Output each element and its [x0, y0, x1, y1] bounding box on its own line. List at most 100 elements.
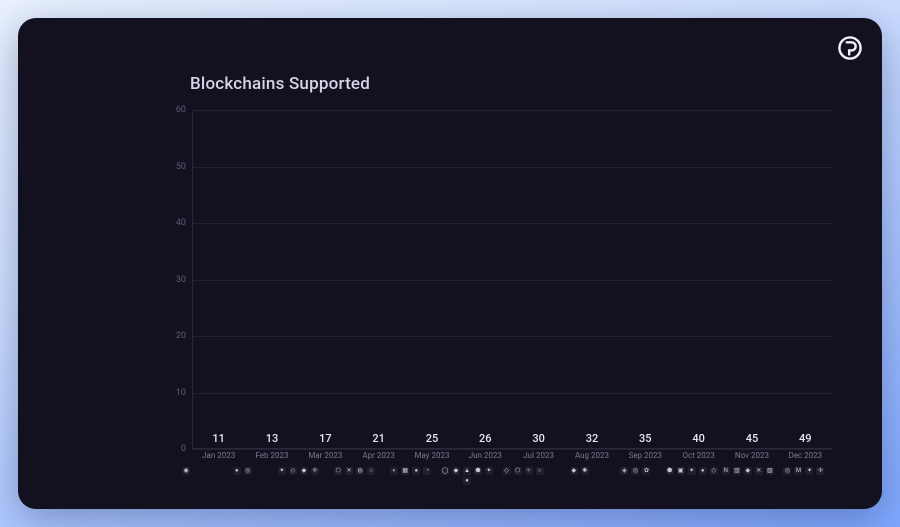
icon-cluster: ◎M✦✢	[776, 467, 832, 475]
bar-slot: 26	[459, 432, 512, 449]
blockchain-icon: ✢	[311, 467, 319, 475]
bar-value-label: 32	[586, 432, 599, 445]
icon-cluster: ✦◇◆✢	[270, 467, 326, 475]
blockchain-icon: ◆	[570, 467, 578, 475]
blockchain-icon: ◯	[441, 467, 449, 475]
blockchain-icon: ◎	[783, 467, 791, 475]
blockchain-icon: ◇	[710, 467, 718, 475]
bars-container: 11 13 17 21 25 26 30 32 35 40 45 49	[192, 110, 832, 449]
x-tick-label: Mar 2023	[299, 451, 352, 465]
x-tick-label: Dec 2023	[779, 451, 832, 465]
icon-cluster: ◐▦●◔	[383, 467, 439, 475]
icon-cluster: N▥◆✕▧	[720, 467, 776, 475]
page-background: Blockchains Supported 0 10 20 30 40 50 60 11 13…	[0, 0, 900, 527]
bar-value-label: 13	[266, 432, 279, 445]
blockchain-icon: ◆	[744, 467, 752, 475]
x-tick-label: Aug 2023	[565, 451, 618, 465]
blockchain-icon: ◆	[452, 467, 460, 475]
icon-cluster: ⬢▣✦●◇	[664, 467, 720, 475]
blockchain-icon: ✕	[755, 467, 763, 475]
bar-slot: 45	[725, 432, 778, 449]
grid-line	[192, 449, 832, 450]
chart-title: Blockchains Supported	[190, 74, 370, 94]
x-tick-label: Feb 2023	[245, 451, 298, 465]
x-tick-label: Jul 2023	[512, 451, 565, 465]
x-tick-label: Jun 2023	[459, 451, 512, 465]
x-tick-label: Jan 2023	[192, 451, 245, 465]
x-tick-label: Sep 2023	[619, 451, 672, 465]
bar-slot: 11	[192, 432, 245, 449]
bar-value-label: 26	[479, 432, 492, 445]
blockchain-icon: ◈	[620, 467, 628, 475]
bar-slot: 25	[405, 432, 458, 449]
blockchain-icon: ✱	[581, 467, 589, 475]
blockchain-icon: ●	[233, 467, 241, 475]
chart-panel: Blockchains Supported 0 10 20 30 40 50 60 11 13…	[18, 18, 882, 509]
blockchain-icon: ⬡	[514, 467, 522, 475]
blockchain-icon: ⬢	[666, 467, 674, 475]
blockchain-icon: ●	[699, 467, 707, 475]
y-tick-label: 60	[176, 105, 186, 115]
bar-value-label: 35	[639, 432, 652, 445]
plot-area: 11 13 17 21 25 26 30 32 35 40 45 49	[192, 110, 832, 449]
blockchain-icon: ◎	[244, 467, 252, 475]
bar-slot: 40	[672, 432, 725, 449]
x-tick-label: Apr 2023	[352, 451, 405, 465]
blockchain-icon: ◐	[390, 467, 398, 475]
bar-value-label: 21	[372, 432, 385, 445]
x-tick-label: May 2023	[405, 451, 458, 465]
x-axis-labels: Jan 2023Feb 2023Mar 2023Apr 2023May 2023…	[192, 451, 832, 465]
blockchain-icon: ○	[367, 467, 375, 475]
bar-value-label: 17	[319, 432, 332, 445]
y-tick-label: 10	[176, 388, 186, 398]
blockchain-icon: ◍	[356, 467, 364, 475]
bar-value-label: 45	[746, 432, 759, 445]
y-tick-label: 40	[176, 218, 186, 228]
bar-value-label: 25	[426, 432, 439, 445]
x-tick-label: Oct 2023	[672, 451, 725, 465]
blockchain-icon: ◆	[300, 467, 308, 475]
icon-cluster: ◉	[158, 467, 214, 475]
blockchain-icon: ✕	[345, 467, 353, 475]
icon-cluster: ◈◎✿	[607, 467, 663, 475]
blockchain-icon: ▥	[733, 467, 741, 475]
x-tick-label: Nov 2023	[725, 451, 778, 465]
blockchain-icon: ◇	[289, 467, 297, 475]
bar-slot: 13	[245, 432, 298, 449]
blockchain-icon: ✧	[525, 467, 533, 475]
icon-cluster: ●◎	[214, 467, 270, 475]
blockchain-icon: ◔	[423, 467, 431, 475]
blockchain-icon: ◇	[503, 467, 511, 475]
chart-area: 0102030405060 111317212526303235404549	[158, 110, 832, 449]
blockchain-icon: ●	[463, 477, 471, 485]
blockchain-icon: M	[794, 467, 802, 475]
blockchain-icon: ○	[536, 467, 544, 475]
blockchain-icon: ◉	[182, 467, 190, 475]
blockchain-icon: ▣	[677, 467, 685, 475]
y-tick-label: 0	[181, 444, 186, 454]
y-tick-label: 50	[176, 162, 186, 172]
bar-slot: 21	[352, 432, 405, 449]
brand-logo-icon	[836, 34, 864, 62]
y-tick-label: 30	[176, 275, 186, 285]
bar-value-label: 40	[692, 432, 705, 445]
icon-cluster: ◇⬡✧○	[495, 467, 551, 475]
blockchain-icon: ✦	[805, 467, 813, 475]
blockchain-icon: N	[722, 467, 730, 475]
y-tick-label: 20	[176, 331, 186, 341]
icon-cluster: ◆✱	[551, 467, 607, 475]
icon-cluster: ⬡✕◍○	[327, 467, 383, 475]
icon-cluster: ◯◆▲⬢✦●	[439, 467, 495, 485]
blockchain-icon: ⬢	[474, 467, 482, 475]
blockchain-icon: ✿	[642, 467, 650, 475]
bar-slot: 49	[779, 432, 832, 449]
bar-value-label: 49	[799, 432, 812, 445]
bar-value-label: 30	[532, 432, 545, 445]
blockchain-icon: ●	[412, 467, 420, 475]
y-axis: 0102030405060	[158, 110, 192, 449]
bar-slot: 32	[565, 432, 618, 449]
blockchain-icon: ◎	[631, 467, 639, 475]
bar-slot: 35	[619, 432, 672, 449]
blockchain-icon: ✦	[278, 467, 286, 475]
blockchain-icon: ▲	[463, 467, 471, 475]
